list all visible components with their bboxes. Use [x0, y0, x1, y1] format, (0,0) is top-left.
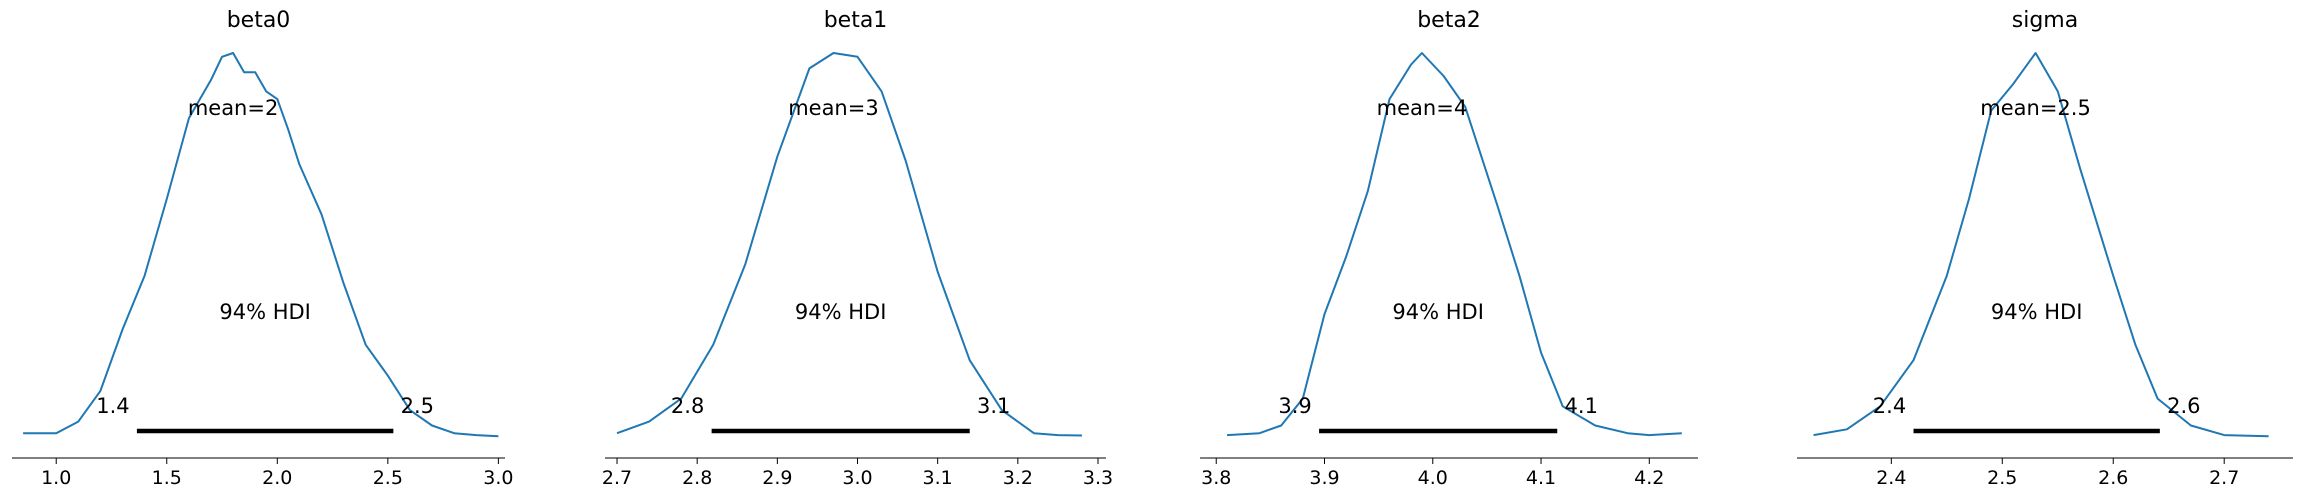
- hdi-high-label: 2.6: [2167, 394, 2200, 418]
- hdi-high-label: 4.1: [1565, 394, 1598, 418]
- panel-title: sigma: [2012, 8, 2078, 33]
- panel-title: beta0: [227, 8, 291, 33]
- x-tick-label: 2.7: [2209, 467, 2239, 489]
- hdi-low-label: 3.9: [1278, 394, 1311, 418]
- density-curve: [1813, 52, 2269, 438]
- hdi-label: 94% HDI: [219, 300, 311, 324]
- hdi-high-label: 3.1: [977, 394, 1010, 418]
- hdi-label: 94% HDI: [795, 300, 887, 324]
- x-tick-label: 4.2: [1634, 467, 1664, 489]
- hdi-label: 94% HDI: [1991, 300, 2083, 324]
- panel-sigma: 2.4 2.5 2.6 2.7 sigma mean=2.5 94% HDI 2.4 2.6: [1797, 8, 2293, 489]
- hdi-low-label: 2.8: [671, 394, 704, 418]
- x-tick-label: 4.1: [1526, 467, 1556, 489]
- panel-title: beta2: [1417, 8, 1481, 33]
- mean-label: mean=4: [1377, 96, 1468, 120]
- x-tick-label: 3.1: [923, 467, 953, 489]
- panel-beta0: 1.0 1.5 2.0 2.5 3.0 beta0 mean=2 94% HDI 1.4 2.5: [12, 8, 513, 489]
- mean-label: mean=2.5: [1980, 96, 2091, 120]
- mean-label: mean=2: [188, 96, 279, 120]
- x-tick-label: 2.5: [1987, 467, 2017, 489]
- x-tick-label: 4.0: [1418, 467, 1448, 489]
- mean-label: mean=3: [788, 96, 879, 120]
- x-tick-label: 2.8: [682, 467, 712, 489]
- panel-beta1: 2.7 2.8 2.9 3.0 3.1 3.2 3.3 beta1 mean=3 94% HDI 2…: [602, 8, 1113, 489]
- x-tick-label: 3.2: [1003, 467, 1033, 489]
- x-tick-label: 2.9: [762, 467, 792, 489]
- x-tick-label: 2.7: [602, 467, 632, 489]
- density-curve: [616, 52, 1083, 437]
- x-tick-label: 1.0: [41, 467, 71, 489]
- x-tick-label: 2.6: [2098, 467, 2128, 489]
- density-curve: [23, 52, 499, 438]
- x-tick-label: 3.0: [842, 467, 872, 489]
- hdi-low-label: 2.4: [1873, 394, 1906, 418]
- x-tick-label: 2.0: [262, 467, 292, 489]
- x-tick-label: 3.8: [1201, 467, 1231, 489]
- x-tick-label: 3.0: [483, 467, 513, 489]
- hdi-high-label: 2.5: [401, 394, 434, 418]
- hdi-low-label: 1.4: [96, 394, 129, 418]
- density-curve: [1227, 52, 1682, 437]
- x-tick-label: 3.3: [1083, 467, 1113, 489]
- hdi-label: 94% HDI: [1392, 300, 1484, 324]
- panel-title: beta1: [824, 8, 888, 33]
- x-tick-label: 2.5: [373, 467, 403, 489]
- panel-beta2: 3.8 3.9 4.0 4.1 4.2 beta2 mean=4 94% HDI 3.9 4.1: [1200, 8, 1698, 489]
- x-tick-label: 3.9: [1309, 467, 1339, 489]
- x-tick-label: 2.4: [1876, 467, 1906, 489]
- x-tick-label: 1.5: [152, 467, 182, 489]
